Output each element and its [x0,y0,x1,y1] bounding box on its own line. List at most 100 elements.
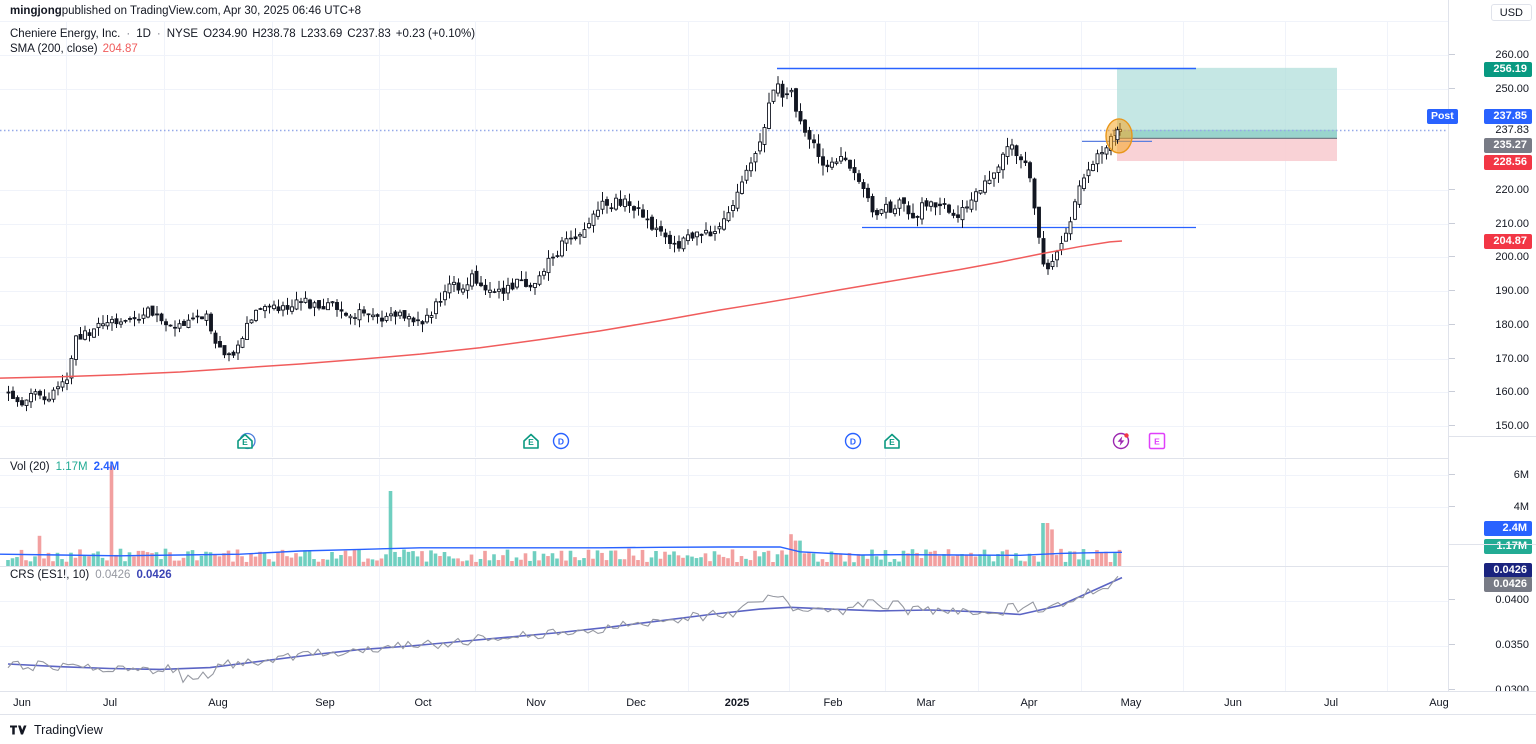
candle-down [672,242,677,245]
candle-up [92,328,96,338]
candle-down [956,214,960,218]
volume-ma-value: 1.17M [55,461,88,473]
entry-price-badge[interactable]: 235.27 [1484,138,1532,153]
volume-bar-down [438,556,442,566]
volume-bar-down [703,553,708,566]
candle-down [317,300,321,309]
volume-bar-down [474,561,478,566]
earnings-marker[interactable]: E [520,431,542,456]
price-axis-tick: 250.00 [1449,83,1529,95]
volume-bar-up [568,550,573,566]
volume-bar-up [910,549,915,566]
legend-interval[interactable]: 1D [136,28,151,40]
candle-up [704,229,708,234]
time-axis[interactable]: Jun Jul Aug Sep Oct Nov Dec 2025 Feb Mar Apr May Jun… [0,691,1536,715]
volume-bar-up [775,554,780,566]
volume-ma-badge[interactable]: 2.4M [1484,521,1532,536]
price-axis-tick: 150.00 [1449,420,1529,432]
candle-down [42,396,47,401]
volume-bar-down [645,561,649,566]
crs-axis-tick: 0.0350 [1449,639,1529,651]
candle-down [375,314,380,317]
news-marker[interactable] [1110,431,1132,456]
volume-bar-up [298,556,303,566]
volume-bar-down [928,551,933,566]
candle-down [20,400,24,406]
volume-last-badge[interactable]: 1.17M [1484,539,1532,554]
target-price-badge[interactable]: 256.19 [1484,62,1532,77]
volume-bar-down [109,465,114,566]
candle-up [560,240,564,257]
legend-symbol[interactable]: Cheniere Energy, Inc. [10,28,121,40]
candle-up [555,255,560,257]
volume-bar-up [1014,553,1018,566]
candle-up [1001,153,1005,171]
candle-down [308,299,312,309]
legend-sep-2: · [156,28,161,40]
candle-down [699,233,704,236]
sma-price-badge[interactable]: 204.87 [1484,234,1532,249]
volume-bar-up [186,551,190,566]
crs-signal-badge[interactable]: 0.0426 [1484,563,1532,578]
price-axis-tick: 200.00 [1449,251,1529,263]
candle-up [254,309,258,321]
candle-up [767,102,771,129]
volume-bar-up [397,556,402,566]
candle-down [951,212,956,216]
price-axis[interactable]: USD 260.00 250.00 220.00 210.00 200.00 190.00… [1427,0,1536,696]
candle-up [749,162,753,172]
volume-pane[interactable] [0,458,1448,566]
volume-bar-up [330,551,334,566]
volume-bar-down [19,549,24,566]
volume-bar-down [586,549,591,566]
dividend-marker[interactable]: D [842,431,864,456]
candle-up [416,319,420,322]
volume-bar-up [415,556,420,566]
candle-down [11,390,15,399]
dividend-marker[interactable]: D [550,431,572,456]
candle-up [587,223,591,229]
time-axis-tick: Dec [626,697,646,709]
candle-up [654,227,659,231]
volume-bar-up [325,559,330,566]
volume-bar-up [190,550,195,566]
candle-down [411,317,416,323]
candle-down [605,199,609,206]
crs-value-badge[interactable]: 0.0426 [1484,577,1532,592]
legend-sma-label[interactable]: SMA (200, close) [10,43,98,55]
volume-bar-down [1117,549,1122,566]
post-market-price-badge[interactable]: 237.85 [1484,109,1532,124]
volume-bar-up [1063,561,1068,566]
candle-down [344,312,348,316]
earnings-marker[interactable]: E [881,431,903,456]
time-axis-tick: Jul [1323,697,1339,709]
volume-bar-down [708,561,712,566]
volume-bar-up [33,556,37,566]
candle-up [195,315,200,318]
volume-title-label[interactable]: Vol (20) [10,461,50,473]
candle-up [434,301,438,315]
candle-up [551,256,555,259]
crs-title-label[interactable]: CRS (ES1!, 10) [10,569,90,581]
price-axis-tick: 180.00 [1449,319,1529,331]
candle-up [425,314,429,323]
candle-down [780,83,785,98]
upcoming-earnings-marker[interactable]: E [1146,431,1168,456]
price-pane[interactable] [0,22,1448,457]
crs-pane[interactable] [0,566,1448,691]
volume-bar-up [1041,523,1045,566]
candle-up [465,284,470,291]
volume-bar-down [604,560,609,566]
candle-up [384,315,389,321]
volume-bar-down [559,550,564,566]
candle-down [668,234,672,244]
svg-text:E: E [889,437,895,447]
volume-bar-up [888,561,892,566]
volume-bar-down [253,556,258,566]
volume-bar-down [316,561,321,566]
currency-badge[interactable]: USD [1490,4,1532,21]
earnings-marker[interactable]: E [234,431,256,456]
volume-bar-up [100,557,105,566]
candle-down [150,305,155,316]
stop-loss-price-badge[interactable]: 228.56 [1484,155,1532,170]
